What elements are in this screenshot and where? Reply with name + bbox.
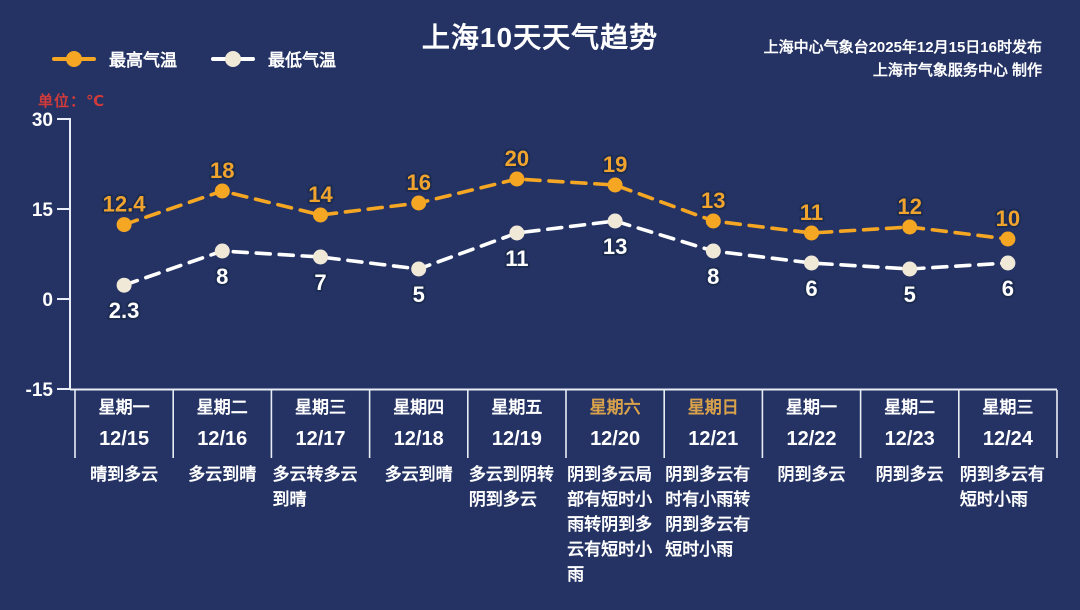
high-value-label: 18 xyxy=(210,158,234,183)
source-line-1: 上海中心气象台2025年12月15日16时发布 xyxy=(763,39,1042,56)
high-value-label: 12 xyxy=(897,194,921,219)
low-temp-marker-icon xyxy=(211,50,255,67)
unit-label: 单位：℃ xyxy=(38,93,106,110)
source-info: 上海中心气象台2025年12月15日16时发布 上海市气象服务中心 制作 xyxy=(764,36,1042,82)
low-value-label: 6 xyxy=(805,276,817,301)
low-value-label: 2.3 xyxy=(109,298,140,323)
low-point xyxy=(902,261,918,277)
legend-label-high: 最高气温 xyxy=(109,51,177,70)
high-temp-marker-icon xyxy=(52,50,96,67)
high-point xyxy=(411,195,427,211)
legend-item-high: 最高气温 xyxy=(52,46,177,71)
high-value-label: 19 xyxy=(603,152,627,177)
y-tick-label: 0 xyxy=(42,290,53,311)
high-point xyxy=(313,207,328,223)
low-point xyxy=(509,225,525,241)
high-point xyxy=(509,171,525,187)
high-value-label: 20 xyxy=(505,146,529,171)
low-point xyxy=(804,255,819,271)
low-point xyxy=(607,213,623,229)
high-point xyxy=(607,177,623,193)
high-value-label: 12.4 xyxy=(103,192,147,217)
legend-label-low: 最低气温 xyxy=(268,51,336,70)
high-point xyxy=(902,219,918,235)
high-series-line xyxy=(122,177,1010,241)
low-value-label: 5 xyxy=(904,282,916,307)
high-value-label: 16 xyxy=(406,170,430,195)
low-value-label: 7 xyxy=(314,270,326,295)
low-point xyxy=(313,249,328,265)
legend-item-low: 最低气温 xyxy=(211,46,336,71)
y-tick-label: 15 xyxy=(32,200,54,221)
high-point xyxy=(1000,231,1016,247)
page-title: 上海10天天气趋势 xyxy=(421,22,659,53)
low-value-label: 13 xyxy=(603,234,627,259)
low-point xyxy=(116,277,132,293)
source-line-2: 上海市气象服务中心 制作 xyxy=(872,62,1042,79)
y-tick-label: 30 xyxy=(32,110,53,131)
low-point xyxy=(1000,255,1016,271)
low-value-label: 6 xyxy=(1002,276,1014,301)
low-value-label: 8 xyxy=(707,264,719,289)
high-value-label: 11 xyxy=(800,200,823,225)
high-point xyxy=(804,225,819,241)
low-point xyxy=(705,243,721,259)
low-point xyxy=(214,243,230,259)
low-point xyxy=(411,261,427,277)
low-value-label: 5 xyxy=(413,282,425,307)
high-point xyxy=(116,217,132,233)
y-tick-label: -15 xyxy=(26,380,54,401)
high-point xyxy=(214,183,230,199)
legend: 最高气温 最低气温 xyxy=(52,46,336,71)
high-point xyxy=(705,213,721,229)
high-value-label: 13 xyxy=(701,188,725,213)
low-value-label: 11 xyxy=(505,246,528,271)
low-series-line xyxy=(122,219,1010,288)
low-value-label: 8 xyxy=(216,264,228,289)
high-value-label: 14 xyxy=(308,182,333,207)
high-value-label: 10 xyxy=(996,206,1020,231)
